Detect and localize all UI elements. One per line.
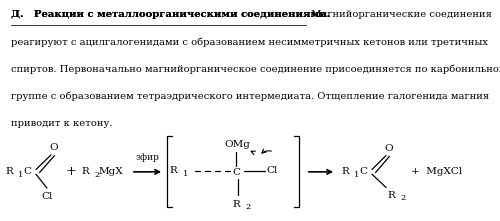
- Text: C: C: [232, 168, 240, 177]
- Text: R: R: [81, 167, 89, 176]
- Text: R: R: [341, 167, 349, 176]
- Text: C: C: [359, 167, 367, 176]
- Text: 1: 1: [354, 171, 360, 179]
- Text: O: O: [49, 143, 58, 152]
- Text: 1: 1: [18, 171, 24, 179]
- Text: 2: 2: [400, 194, 405, 202]
- Text: C: C: [23, 167, 31, 176]
- Text: R: R: [170, 166, 177, 175]
- Text: +: +: [66, 165, 76, 178]
- Text: приводит к кетону.: приводит к кетону.: [11, 119, 112, 128]
- Text: Cl: Cl: [42, 192, 52, 201]
- Text: MgX: MgX: [98, 167, 123, 176]
- Text: 2: 2: [94, 171, 99, 179]
- Text: Cl: Cl: [266, 166, 278, 175]
- Text: R: R: [5, 167, 13, 176]
- Text: O: O: [384, 144, 394, 153]
- Text: реагируют с ацилгалогенидами с образованием несимметричных кетонов или третичных: реагируют с ацилгалогенидами с образован…: [11, 37, 488, 47]
- Text: R: R: [232, 200, 240, 209]
- Text: спиртов. Первоначально магнийорганическое соединение присоединяется по карбониль: спиртов. Первоначально магнийорганическо…: [11, 64, 500, 74]
- Text: Д.   Реакции с металлоорганическими соединениями.: Д. Реакции с металлоорганическими соедин…: [11, 10, 330, 19]
- Text: эфир: эфир: [136, 153, 160, 162]
- Text: R: R: [387, 191, 395, 200]
- Text: Магнийорганические соединения: Магнийорганические соединения: [308, 10, 492, 19]
- Text: +  MgXCl: + MgXCl: [411, 167, 462, 176]
- Text: группе с образованием тетраэдрического интермедиата. Отщепление галогенида магни: группе с образованием тетраэдрического и…: [11, 91, 489, 101]
- Text: OMg: OMg: [224, 140, 250, 149]
- Text: 1: 1: [182, 170, 188, 177]
- Text: Д.   Реакции с металлоорганическими соединениями.: Д. Реакции с металлоорганическими соедин…: [11, 10, 330, 19]
- Text: 2: 2: [245, 203, 250, 211]
